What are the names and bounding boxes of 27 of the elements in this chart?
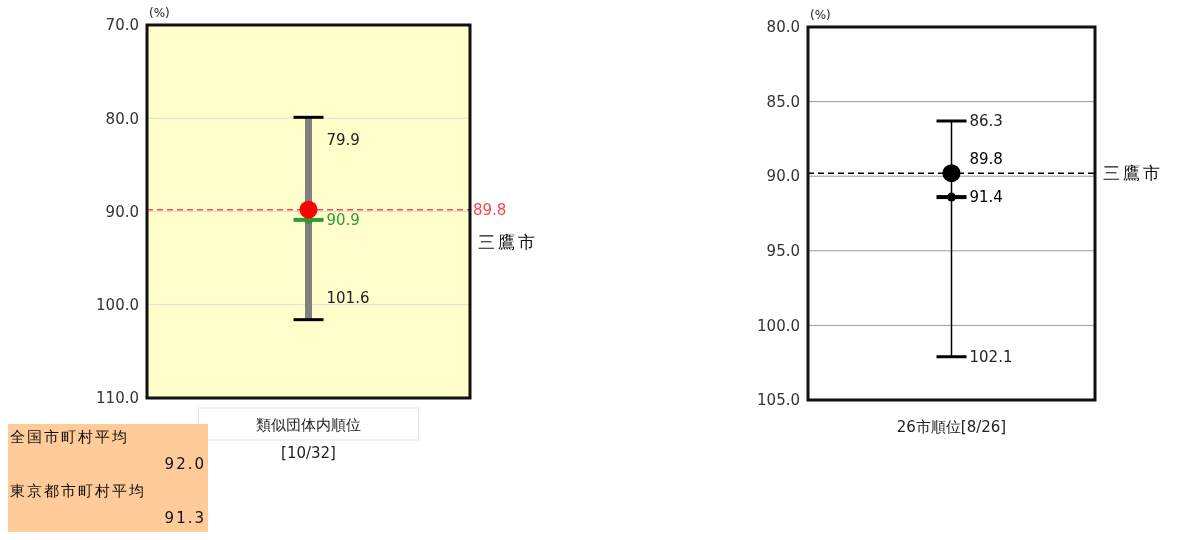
y-tick-label: 110.0 bbox=[96, 389, 139, 408]
annotation: 102.1 bbox=[969, 347, 1013, 366]
text: 三鷹市 bbox=[478, 231, 538, 252]
text: 東京都市町村平均 91.3 bbox=[10, 482, 206, 527]
y-tick-label: 80.0 bbox=[105, 109, 139, 128]
data-label: 90.9 bbox=[326, 211, 360, 230]
y-tick-label: 90.0 bbox=[766, 167, 800, 186]
ref-line-label: 三鷹市 bbox=[1103, 163, 1163, 184]
y-tick-label: 90.0 bbox=[105, 202, 139, 221]
annotation: 86.3 bbox=[969, 112, 1003, 131]
y-axis-title: (%) bbox=[810, 8, 831, 22]
y-tick-label: 100.0 bbox=[757, 316, 800, 335]
y-axis-title: (%) bbox=[149, 6, 170, 20]
x-tick-label: 類似団体内順位 [10/32] bbox=[256, 416, 361, 462]
y-tick-label: 70.0 bbox=[105, 16, 139, 35]
data-label: 89.8 bbox=[969, 150, 1003, 169]
y-tick-label: 80.0 bbox=[766, 18, 800, 37]
y-tick-label: 105.0 bbox=[757, 391, 800, 410]
y-tick-label: 95.0 bbox=[766, 242, 800, 261]
y-tick-label: 100.0 bbox=[96, 296, 139, 314]
y-tick-label: 85.0 bbox=[766, 92, 800, 111]
data-label: 91.4 bbox=[969, 188, 1003, 207]
ref-line-label: 89.8 bbox=[473, 200, 507, 219]
annotation: 101.6 bbox=[326, 288, 370, 307]
annotation: 79.9 bbox=[326, 130, 360, 149]
text: 全国市町村平均 92.0 bbox=[10, 428, 206, 473]
x-tick-label: 26市順位[8/26] bbox=[896, 418, 1007, 436]
